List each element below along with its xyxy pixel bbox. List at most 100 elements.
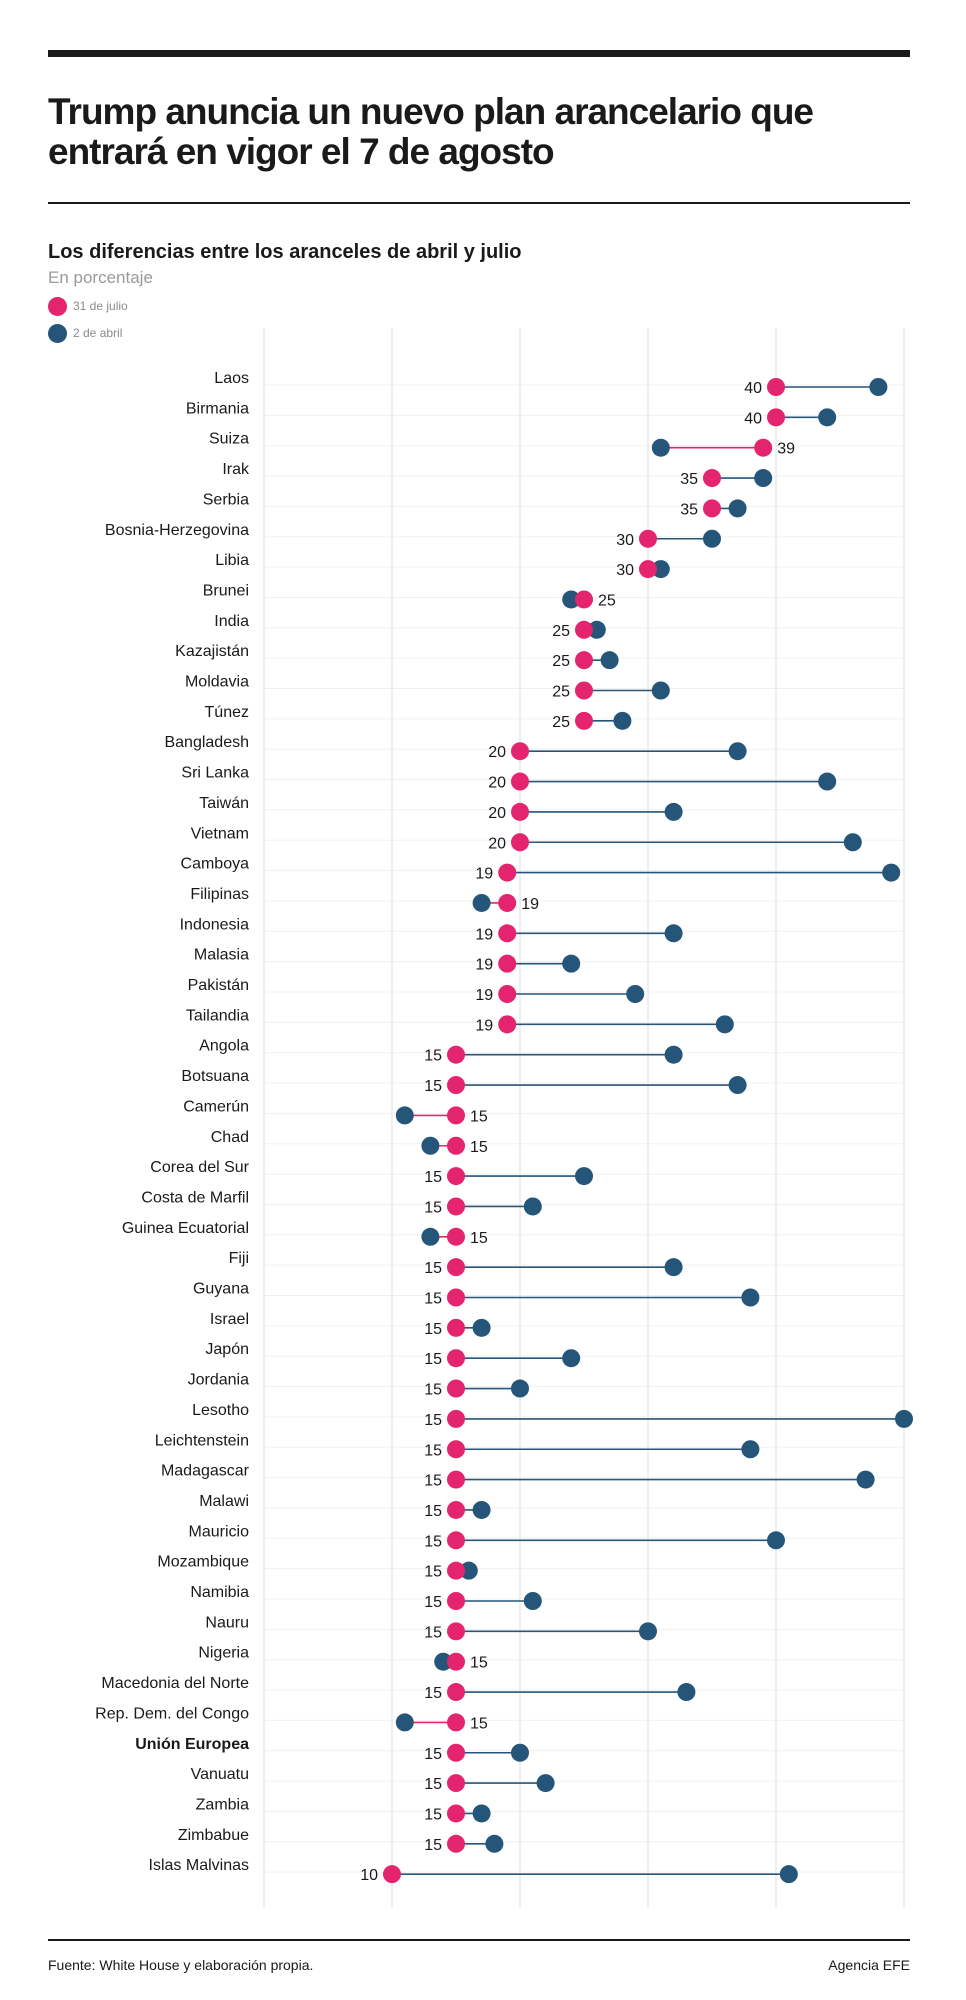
headline: Trump anuncia un nuevo plan arancelario … — [48, 91, 814, 172]
april-dot — [664, 924, 683, 943]
july-value-label: 15 — [424, 1169, 442, 1186]
april-dot — [843, 833, 862, 852]
chart-title: Los diferencias entre los aranceles de a… — [48, 241, 522, 263]
april-dot — [818, 772, 837, 791]
category-label: Unión Europea — [135, 1736, 249, 1753]
category-label: Suiza — [209, 431, 249, 448]
category-label: Madagascar — [161, 1463, 250, 1480]
april-dot — [677, 1683, 696, 1702]
july-dot — [447, 1379, 465, 1398]
july-value-label: 25 — [552, 684, 570, 701]
july-dot — [575, 651, 593, 670]
category-label: Serbia — [203, 491, 249, 508]
april-dot — [715, 1015, 734, 1034]
july-value-label: 19 — [475, 957, 493, 974]
july-dot — [447, 1409, 465, 1428]
july-dot — [447, 1774, 465, 1793]
category-label: Malasia — [194, 947, 249, 964]
july-value-label: 15 — [424, 1382, 442, 1399]
july-value-label: 15 — [424, 1533, 442, 1550]
july-value-label: 15 — [424, 1078, 442, 1095]
april-dot — [869, 378, 888, 396]
april-dot — [651, 438, 670, 457]
legend-dot-july — [48, 296, 67, 316]
category-label: Japón — [205, 1341, 249, 1358]
april-dot — [472, 1318, 491, 1337]
category-label: Zambia — [196, 1796, 249, 1813]
april-dot — [664, 802, 683, 821]
july-dot — [511, 833, 529, 852]
july-dot — [575, 590, 593, 609]
july-dot — [575, 711, 593, 730]
category-label: Lesotho — [192, 1402, 249, 1419]
july-value-label: 15 — [424, 1685, 442, 1702]
category-label: Irak — [222, 461, 250, 478]
july-value-label: 15 — [424, 1412, 442, 1429]
april-dot — [523, 1197, 542, 1216]
july-dot — [498, 1015, 517, 1034]
headline-divider — [48, 202, 910, 204]
category-label: Bangladesh — [164, 734, 249, 751]
legend-dot-april — [48, 323, 67, 343]
july-dot — [447, 1470, 465, 1489]
july-dot — [447, 1804, 465, 1823]
april-dot — [587, 620, 606, 639]
april-dot — [562, 1349, 581, 1368]
july-value-label: 15 — [424, 1048, 442, 1065]
july-value-label: 15 — [424, 1746, 442, 1763]
category-label: Rep. Dem. del Congo — [95, 1705, 249, 1722]
april-dot — [459, 1561, 478, 1580]
category-label: Filipinas — [190, 886, 249, 903]
july-dot — [447, 1136, 465, 1155]
category-label: Bosnia-Herzegovina — [105, 522, 249, 539]
july-dot — [498, 985, 517, 1003]
legend-label-april: 2 de abril — [73, 326, 123, 340]
july-value-label: 20 — [488, 775, 506, 792]
april-dot — [421, 1227, 440, 1246]
july-dot — [447, 1440, 465, 1459]
july-dot — [447, 1227, 465, 1246]
july-value-label: 25 — [552, 653, 570, 670]
july-value-label: 10 — [360, 1867, 378, 1884]
legend-item-april: 2 de abril — [48, 323, 122, 343]
july-dot — [447, 1834, 465, 1853]
july-value-label: 15 — [424, 1351, 442, 1368]
july-value-label: 15 — [424, 1199, 442, 1216]
july-value-label: 15 — [470, 1139, 488, 1156]
legend-item-july: 31 de julio — [48, 296, 128, 316]
category-label: Mozambique — [157, 1554, 249, 1571]
july-value-label: 35 — [680, 471, 698, 488]
july-dot — [767, 378, 785, 396]
april-dot — [664, 1045, 683, 1064]
july-dot — [511, 802, 529, 821]
april-dot — [779, 1865, 798, 1884]
category-label: Jordania — [188, 1372, 249, 1389]
april-dot — [472, 1500, 491, 1519]
category-label: Macedonia del Norte — [101, 1675, 249, 1692]
april-dot — [895, 1409, 913, 1428]
july-value-label: 19 — [475, 926, 493, 943]
july-value-label: 15 — [470, 1715, 488, 1732]
july-dot — [447, 1743, 465, 1762]
july-dot — [639, 560, 657, 579]
april-dot — [536, 1774, 555, 1793]
category-label: Kazajistán — [175, 643, 249, 660]
july-value-label: 40 — [744, 380, 762, 397]
category-label: Fiji — [229, 1250, 249, 1267]
chart-subtitle: En porcentaje — [48, 268, 153, 287]
july-value-label: 15 — [424, 1473, 442, 1490]
july-dot — [447, 1045, 465, 1064]
july-value-label: 19 — [475, 866, 493, 883]
july-value-label: 15 — [470, 1655, 488, 1672]
july-value-label: 15 — [424, 1291, 442, 1308]
july-value-label: 19 — [475, 987, 493, 1004]
july-value-label: 39 — [777, 441, 795, 458]
april-dot — [472, 893, 491, 912]
april-dot — [485, 1834, 504, 1853]
april-dot — [664, 1258, 683, 1277]
april-dot — [600, 651, 619, 670]
category-label: Leichtenstein — [155, 1432, 249, 1449]
category-label: Vietnam — [191, 825, 249, 842]
category-label: Islas Malvinas — [149, 1857, 249, 1874]
